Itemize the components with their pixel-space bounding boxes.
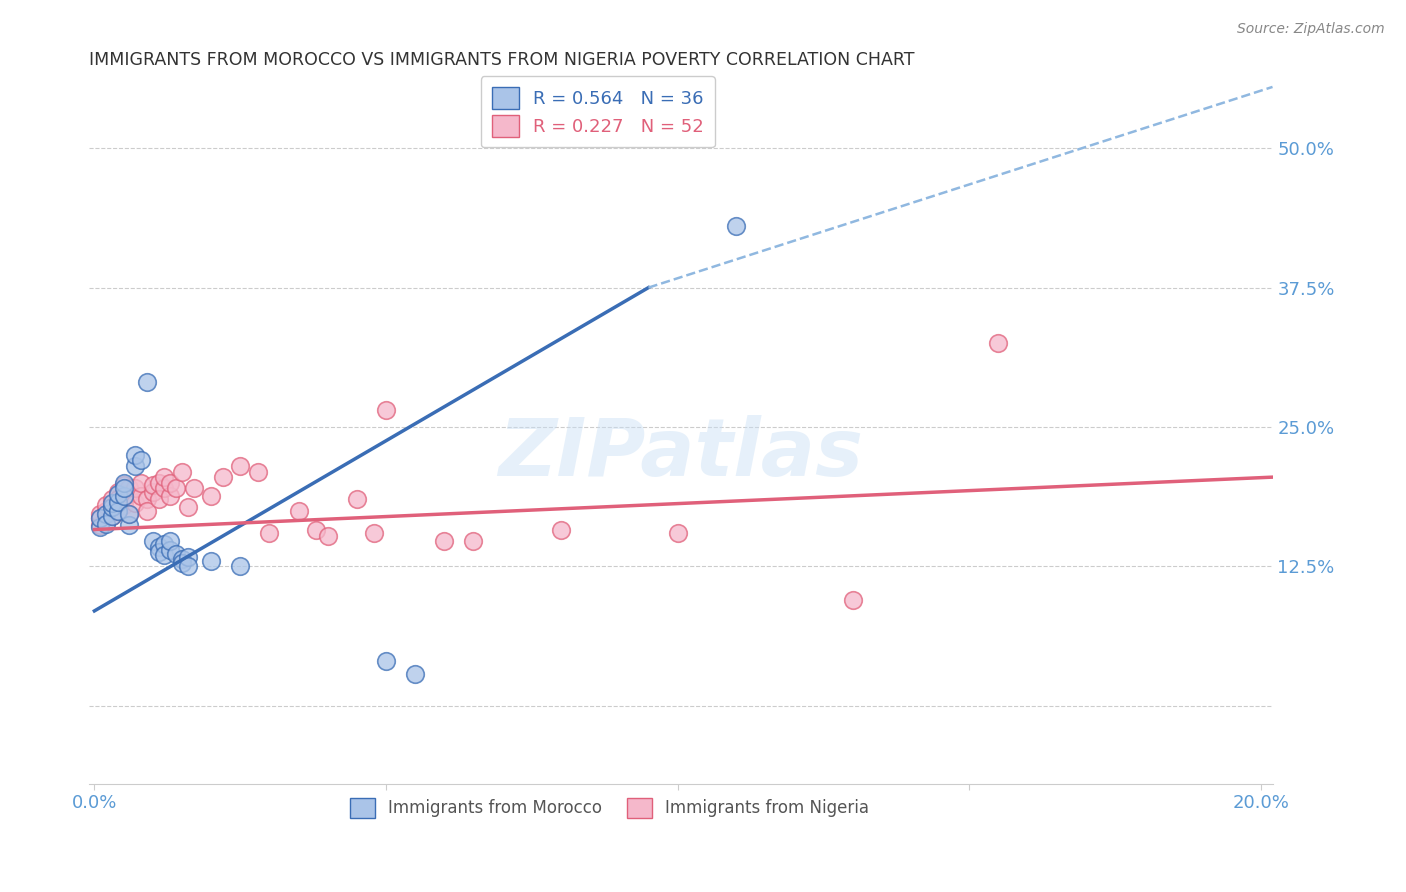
Point — [287, 503, 309, 517]
Point — [987, 336, 1010, 351]
Point — [135, 503, 157, 517]
Point — [177, 500, 200, 515]
Point — [666, 525, 689, 540]
Point — [118, 481, 141, 495]
Point — [200, 554, 222, 568]
Point — [170, 556, 193, 570]
Point — [101, 496, 124, 510]
Point — [165, 547, 187, 561]
Point — [375, 403, 398, 417]
Text: ZIPatlas: ZIPatlas — [498, 415, 863, 492]
Point — [118, 507, 141, 521]
Point — [229, 559, 252, 574]
Point — [118, 487, 141, 501]
Point — [404, 667, 426, 681]
Point — [153, 537, 176, 551]
Point — [107, 487, 129, 501]
Point — [211, 470, 233, 484]
Point — [142, 484, 165, 499]
Point — [363, 525, 385, 540]
Legend: Immigrants from Morocco, Immigrants from Nigeria: Immigrants from Morocco, Immigrants from… — [343, 791, 876, 824]
Point — [550, 523, 572, 537]
Point — [89, 507, 111, 521]
Point — [165, 481, 187, 495]
Point — [177, 550, 200, 565]
Point — [107, 503, 129, 517]
Point — [89, 511, 111, 525]
Point — [159, 489, 181, 503]
Point — [112, 498, 135, 512]
Point — [89, 518, 111, 533]
Point — [153, 481, 176, 495]
Text: IMMIGRANTS FROM MOROCCO VS IMMIGRANTS FROM NIGERIA POVERTY CORRELATION CHART: IMMIGRANTS FROM MOROCCO VS IMMIGRANTS FR… — [89, 51, 914, 69]
Point — [148, 545, 170, 559]
Point — [463, 533, 485, 548]
Point — [89, 511, 111, 525]
Point — [346, 492, 368, 507]
Point — [148, 492, 170, 507]
Point — [259, 525, 281, 540]
Point — [107, 492, 129, 507]
Point — [841, 592, 863, 607]
Point — [159, 533, 181, 548]
Point — [316, 529, 339, 543]
Point — [94, 503, 117, 517]
Point — [305, 523, 328, 537]
Point — [129, 489, 152, 503]
Point — [142, 478, 165, 492]
Point — [124, 496, 146, 510]
Point — [112, 478, 135, 492]
Point — [129, 475, 152, 490]
Point — [124, 458, 146, 473]
Point — [94, 515, 117, 529]
Point — [101, 500, 124, 515]
Point — [89, 520, 111, 534]
Point — [112, 475, 135, 490]
Point — [170, 551, 193, 566]
Point — [101, 509, 124, 524]
Point — [724, 219, 747, 234]
Point — [94, 498, 117, 512]
Point — [101, 500, 124, 515]
Point — [112, 481, 135, 495]
Point — [101, 509, 124, 524]
Point — [170, 465, 193, 479]
Point — [112, 489, 135, 503]
Point — [153, 470, 176, 484]
Point — [118, 518, 141, 533]
Point — [124, 448, 146, 462]
Point — [148, 541, 170, 555]
Point — [124, 481, 146, 495]
Point — [142, 533, 165, 548]
Point — [118, 507, 141, 521]
Point — [177, 559, 200, 574]
Point — [159, 475, 181, 490]
Point — [94, 516, 117, 531]
Point — [200, 489, 222, 503]
Point — [159, 542, 181, 557]
Point — [107, 503, 129, 517]
Point — [246, 465, 269, 479]
Point — [153, 548, 176, 562]
Point — [94, 507, 117, 521]
Point — [112, 489, 135, 503]
Point — [148, 475, 170, 490]
Point — [129, 453, 152, 467]
Point — [107, 484, 129, 499]
Text: Source: ZipAtlas.com: Source: ZipAtlas.com — [1237, 22, 1385, 37]
Point — [375, 654, 398, 668]
Point — [135, 376, 157, 390]
Point — [433, 533, 456, 548]
Point — [101, 492, 124, 507]
Point — [183, 481, 205, 495]
Point — [107, 494, 129, 508]
Point — [135, 492, 157, 507]
Point — [229, 458, 252, 473]
